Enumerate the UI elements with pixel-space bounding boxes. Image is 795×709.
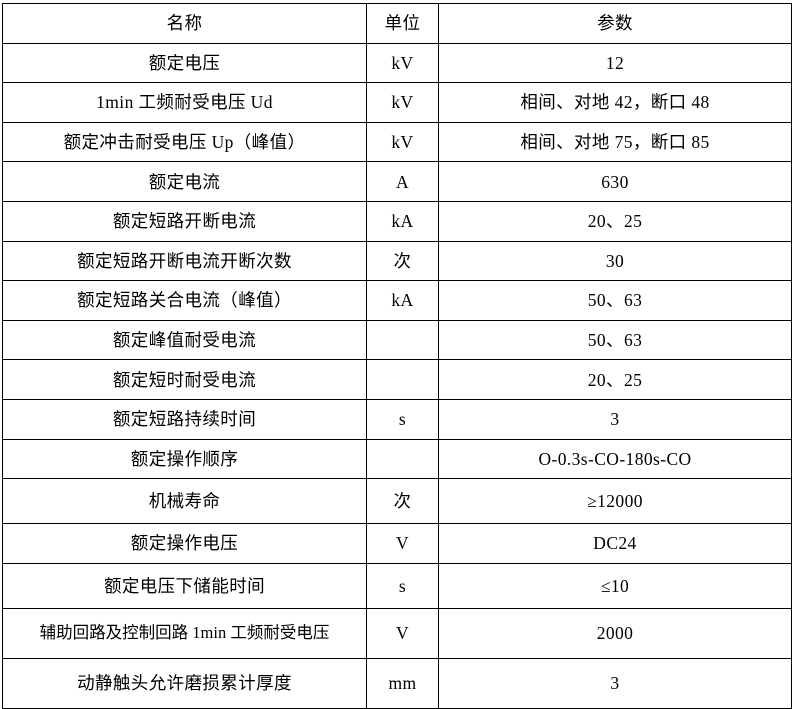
row-name: 额定冲击耐受电压 Up（峰值）: [2, 121, 367, 163]
row-name: 额定短路持续时间: [2, 398, 367, 440]
row-name: 额定操作电压: [2, 523, 367, 564]
row-parameter: ≥12000: [438, 478, 792, 525]
table-row: 机械寿命 次 ≥12000: [2, 478, 792, 525]
row-parameter: 30: [438, 240, 792, 282]
row-parameter: O-0.3s-CO-180s-CO: [438, 438, 792, 480]
table-body: 名称 单位 参数 额定电压 kV 12 1min 工频耐受电压 Ud kV 相间…: [2, 3, 792, 709]
row-unit: kV: [366, 42, 439, 84]
row-name: 额定电压: [2, 42, 367, 84]
row-unit: s: [366, 562, 439, 609]
row-name: 额定短路开断电流: [2, 200, 367, 242]
row-unit: V: [366, 607, 439, 659]
table-row: 辅助回路及控制回路 1min 工频耐受电压 V 2000: [2, 607, 792, 659]
row-parameter: 3: [438, 657, 792, 709]
row-unit: [366, 438, 439, 480]
row-unit: [366, 359, 439, 400]
row-unit: A: [366, 161, 439, 202]
row-parameter: 50、63: [438, 319, 792, 361]
table-row: 额定电压 kV 12: [2, 42, 792, 84]
table-header-row: 名称 单位 参数: [2, 3, 792, 44]
header-cell-name: 名称: [2, 3, 367, 44]
row-unit: V: [366, 523, 439, 564]
row-unit: kA: [366, 200, 439, 242]
row-name: 额定峰值耐受电流: [2, 319, 367, 361]
row-parameter: ≤10: [438, 562, 792, 609]
row-parameter: 630: [438, 161, 792, 202]
header-cell-unit: 单位: [366, 3, 439, 44]
table-row: 动静触头允许磨损累计厚度 mm 3: [2, 657, 792, 709]
row-name: 额定短时耐受电流: [2, 359, 367, 400]
table-row: 额定峰值耐受电流 50、63: [2, 319, 792, 361]
row-parameter: 20、25: [438, 359, 792, 400]
row-unit: kV: [366, 82, 439, 123]
specification-table: 名称 单位 参数 额定电压 kV 12 1min 工频耐受电压 Ud kV 相间…: [2, 3, 792, 709]
table-row: 额定操作顺序 O-0.3s-CO-180s-CO: [2, 438, 792, 480]
row-name: 额定短路关合电流（峰值）: [2, 280, 367, 321]
row-parameter: 相间、对地 42，断口 48: [438, 82, 792, 123]
row-name: 额定短路开断电流开断次数: [2, 240, 367, 282]
table-row: 额定短路开断电流 kA 20、25: [2, 200, 792, 242]
row-unit: s: [366, 398, 439, 440]
row-name: 机械寿命: [2, 478, 367, 525]
row-unit: 次: [366, 478, 439, 525]
row-unit: kV: [366, 121, 439, 163]
row-name: 额定电流: [2, 161, 367, 202]
row-unit: [366, 319, 439, 361]
row-unit: mm: [366, 657, 439, 709]
row-name: 1min 工频耐受电压 Ud: [2, 82, 367, 123]
table-row: 额定短路持续时间 s 3: [2, 398, 792, 440]
row-unit: kA: [366, 280, 439, 321]
row-name: 辅助回路及控制回路 1min 工频耐受电压: [2, 607, 367, 659]
table-row: 额定短时耐受电流 20、25: [2, 359, 792, 400]
row-parameter: 3: [438, 398, 792, 440]
row-parameter: 12: [438, 42, 792, 84]
row-parameter: 相间、对地 75，断口 85: [438, 121, 792, 163]
table-row: 额定短路关合电流（峰值） kA 50、63: [2, 280, 792, 321]
specification-table-container: 名称 单位 参数 额定电压 kV 12 1min 工频耐受电压 Ud kV 相间…: [2, 3, 792, 709]
header-cell-parameter: 参数: [438, 3, 792, 44]
row-parameter: 2000: [438, 607, 792, 659]
row-parameter: DC24: [438, 523, 792, 564]
table-row: 额定短路开断电流开断次数 次 30: [2, 240, 792, 282]
row-name: 额定操作顺序: [2, 438, 367, 480]
table-row: 额定操作电压 V DC24: [2, 523, 792, 564]
table-row: 额定电压下储能时间 s ≤10: [2, 562, 792, 609]
row-name: 额定电压下储能时间: [2, 562, 367, 609]
row-parameter: 20、25: [438, 200, 792, 242]
table-row: 额定电流 A 630: [2, 161, 792, 202]
table-row: 1min 工频耐受电压 Ud kV 相间、对地 42，断口 48: [2, 82, 792, 123]
row-parameter: 50、63: [438, 280, 792, 321]
row-unit: 次: [366, 240, 439, 282]
table-row: 额定冲击耐受电压 Up（峰值） kV 相间、对地 75，断口 85: [2, 121, 792, 163]
row-name: 动静触头允许磨损累计厚度: [2, 657, 367, 709]
